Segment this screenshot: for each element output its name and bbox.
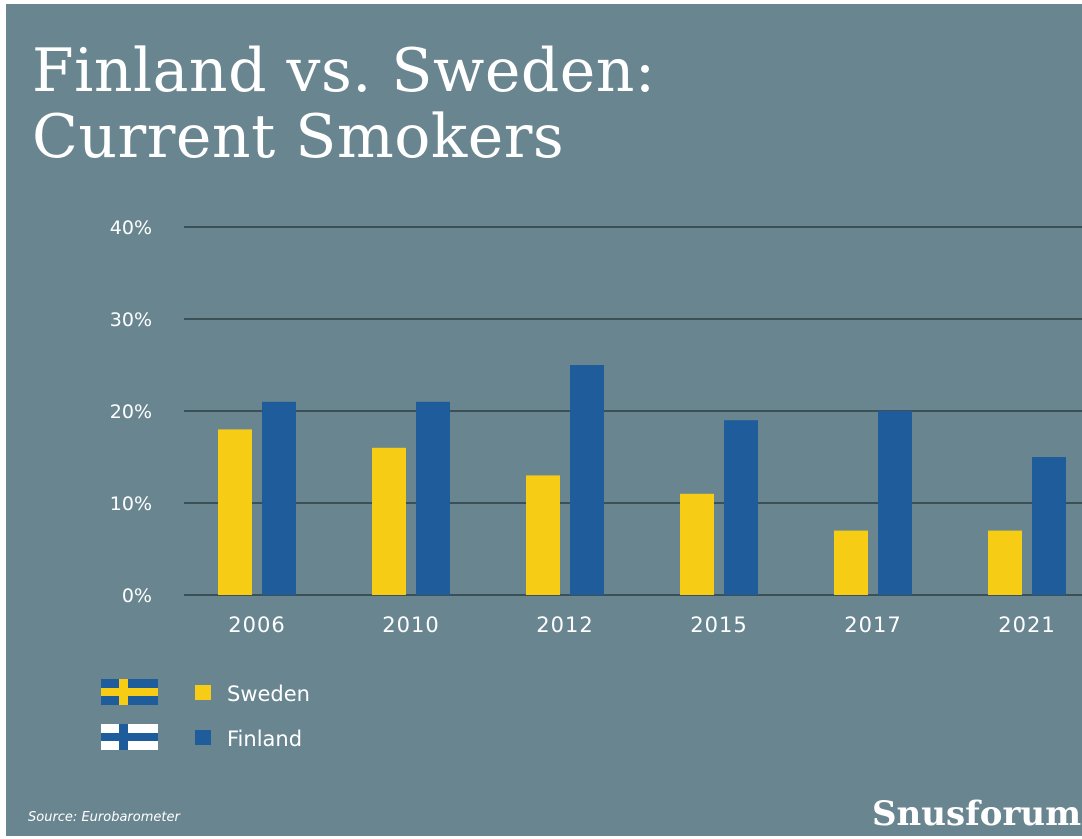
brand-logo: Snusforumet <box>872 794 1082 834</box>
infographic-card: Finland vs. Sweden: Current Smokers 0% 10… <box>6 4 1082 836</box>
bar-sweden-2010 <box>372 447 406 595</box>
legend-item-sweden: Sweden <box>101 679 310 706</box>
bar-sweden-2017 <box>834 530 868 595</box>
bar-finland-2006 <box>262 401 296 595</box>
y-axis-ticks: 0% 10% 20% 30% 40% <box>110 217 152 607</box>
sweden-legend-swatch <box>195 685 211 700</box>
y-tick-label: 40% <box>110 217 152 239</box>
x-tick-label-2010: 2010 <box>382 613 439 637</box>
bar-finland-2010 <box>416 401 450 595</box>
x-tick-label-2015: 2015 <box>690 613 747 637</box>
y-tick-label: 0% <box>122 585 152 607</box>
bar-finland-2012 <box>570 365 604 595</box>
title-line-2: Current Smokers <box>32 102 565 172</box>
bar-sweden-2012 <box>526 475 560 595</box>
y-tick-label: 20% <box>110 401 152 423</box>
legend: Sweden Finland <box>101 679 310 751</box>
y-tick-label: 30% <box>110 309 152 331</box>
title-line-1: Finland vs. Sweden: <box>32 36 656 106</box>
x-tick-label-2006: 2006 <box>228 613 285 637</box>
gridlines <box>184 226 1082 596</box>
x-tick-label-2021: 2021 <box>998 613 1055 637</box>
legend-item-finland: Finland <box>101 724 302 751</box>
bar-sweden-2021 <box>988 530 1022 595</box>
bar-finland-2021 <box>1032 457 1066 595</box>
legend-label-finland: Finland <box>227 727 302 751</box>
y-tick-label: 10% <box>110 493 152 515</box>
sweden-flag-icon <box>101 679 158 705</box>
bar-finland-2015 <box>724 420 758 595</box>
bars <box>218 365 1066 595</box>
legend-label-sweden: Sweden <box>227 682 310 706</box>
finland-flag-icon <box>101 724 158 750</box>
x-axis-ticks: 2006 2010 2012 2015 2017 2021 <box>228 613 1055 637</box>
x-tick-label-2017: 2017 <box>844 613 901 637</box>
x-tick-label-2012: 2012 <box>536 613 593 637</box>
chart-title: Finland vs. Sweden: Current Smokers <box>32 38 656 170</box>
finland-legend-swatch <box>195 730 211 745</box>
bar-chart: 0%10%20%30%40% 2006 2010 2012 2015 2017 2021 … <box>101 217 1082 751</box>
bar-finland-2017 <box>878 411 912 595</box>
bar-sweden-2006 <box>218 429 252 595</box>
bar-sweden-2015 <box>680 493 714 595</box>
source-note: Source: Eurobarometer <box>28 810 180 825</box>
